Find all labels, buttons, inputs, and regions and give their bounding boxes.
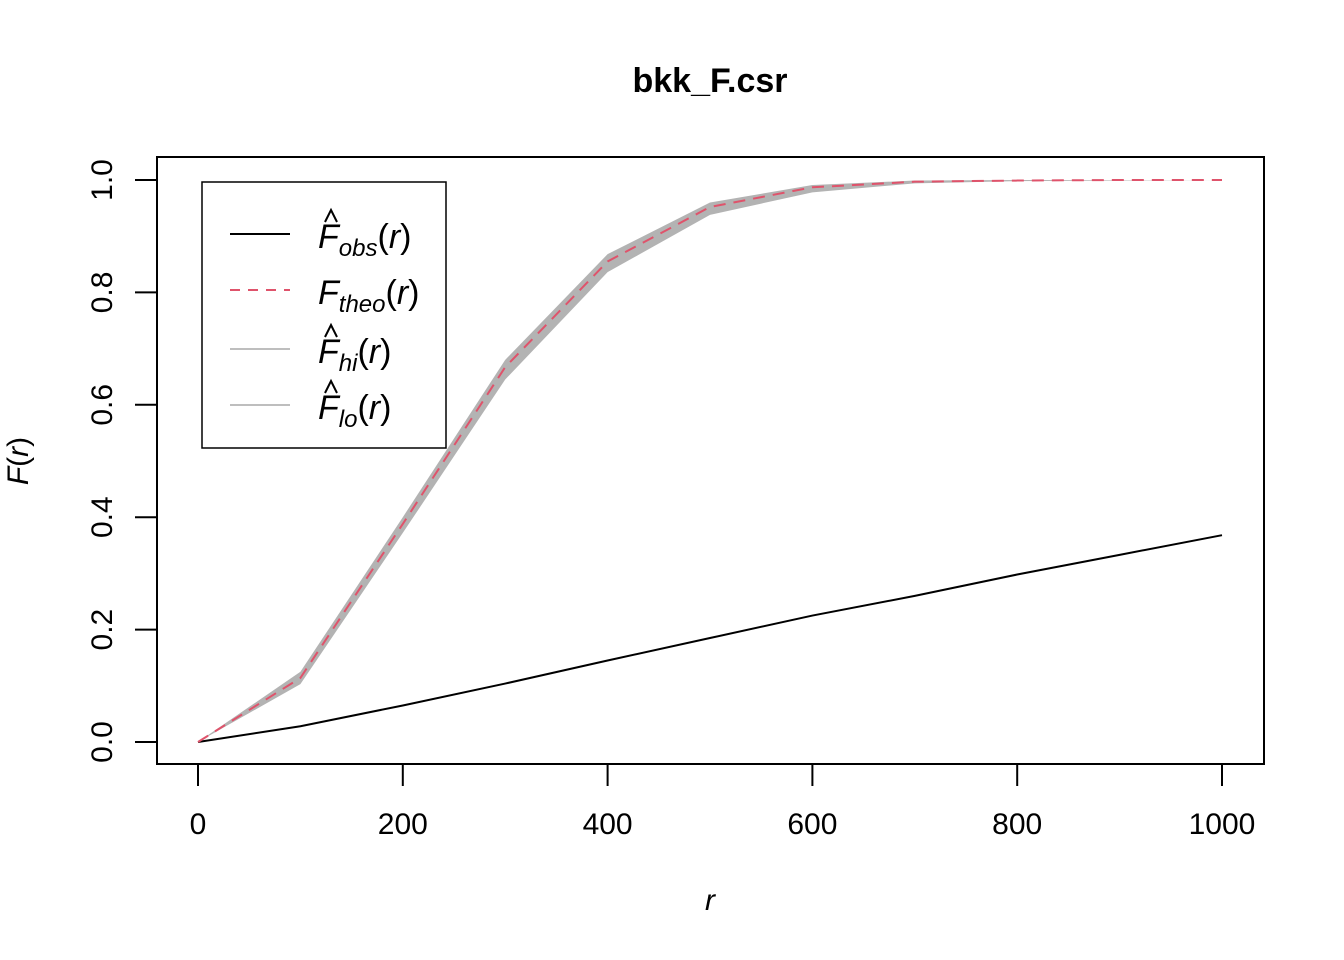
legend-paren-open: ( — [386, 274, 398, 312]
y-tick-label: 0.6 — [86, 384, 119, 426]
legend-box — [201, 181, 447, 449]
hat-accent-icon — [324, 378, 338, 394]
legend-subscript: theo — [339, 291, 386, 318]
legend-main-symbol: F — [318, 389, 341, 427]
x-tick-label: 800 — [992, 808, 1042, 841]
hat-accent-icon — [324, 207, 338, 223]
legend-label-hi: Fhi(r) — [318, 322, 391, 377]
legend: Fobs(r)Ftheo(r)Fhi(r)Flo(r) — [201, 181, 447, 449]
legend-main-symbol: F — [318, 274, 341, 312]
series-line-theo — [197, 179, 1222, 743]
y-axis-title-open: ( — [2, 457, 35, 467]
legend-paren-open: ( — [357, 389, 369, 427]
legend-paren-close: ) — [408, 274, 419, 312]
x-tick-label: 400 — [583, 808, 633, 841]
y-tick-label: 0.8 — [86, 272, 119, 314]
legend-arg: r — [389, 218, 402, 256]
svg-text:Flo(r): Flo(r) — [318, 389, 391, 433]
series-line-obs — [197, 534, 1223, 743]
x-tick-label: 600 — [787, 808, 837, 841]
y-axis-title-main: F — [2, 465, 35, 485]
legend-label-theo: Ftheo(r) — [318, 274, 419, 318]
y-tick-label: 0.0 — [86, 721, 119, 763]
y-tick-label: 0.4 — [86, 496, 119, 538]
x-axis: 0 200 400 600 800 1000 — [190, 763, 1256, 841]
legend-subscript: lo — [339, 406, 358, 433]
series-layer — [197, 179, 1223, 743]
x-tick-label: 200 — [378, 808, 428, 841]
legend-main-symbol: F — [318, 218, 341, 256]
x-axis-title: r — [705, 884, 716, 917]
y-tick-label: 1.0 — [86, 159, 119, 201]
x-tick-label: 1000 — [1189, 808, 1256, 841]
legend-arg: r — [397, 274, 410, 312]
legend-paren-close: ) — [380, 389, 391, 427]
svg-text:Ftheo(r): Ftheo(r) — [318, 274, 419, 318]
y-axis-title-close: ) — [2, 437, 35, 447]
x-tick-label: 0 — [190, 808, 207, 841]
legend-subscript: hi — [339, 350, 358, 377]
legend-label-lo: Flo(r) — [318, 378, 391, 433]
y-axis: 0.0 0.2 0.4 0.6 0.8 1.0 — [86, 159, 158, 763]
hat-accent-icon — [324, 322, 338, 338]
legend-paren-open: ( — [377, 218, 389, 256]
y-axis-title-arg: r — [2, 446, 35, 457]
legend-main-symbol: F — [318, 333, 341, 371]
legend-label-obs: Fobs(r) — [318, 207, 411, 262]
legend-arg: r — [369, 389, 382, 427]
svg-text:Fobs(r): Fobs(r) — [318, 218, 411, 262]
legend-paren-close: ) — [400, 218, 411, 256]
chart-title: bkk_F.csr — [633, 62, 788, 100]
y-tick-label: 0.2 — [86, 609, 119, 651]
y-axis-title: F(r) — [2, 437, 35, 485]
svg-text:Fhi(r): Fhi(r) — [318, 333, 391, 377]
legend-paren-open: ( — [357, 333, 369, 371]
legend-arg: r — [369, 333, 382, 371]
legend-subscript: obs — [339, 235, 378, 262]
legend-paren-close: ) — [380, 333, 391, 371]
